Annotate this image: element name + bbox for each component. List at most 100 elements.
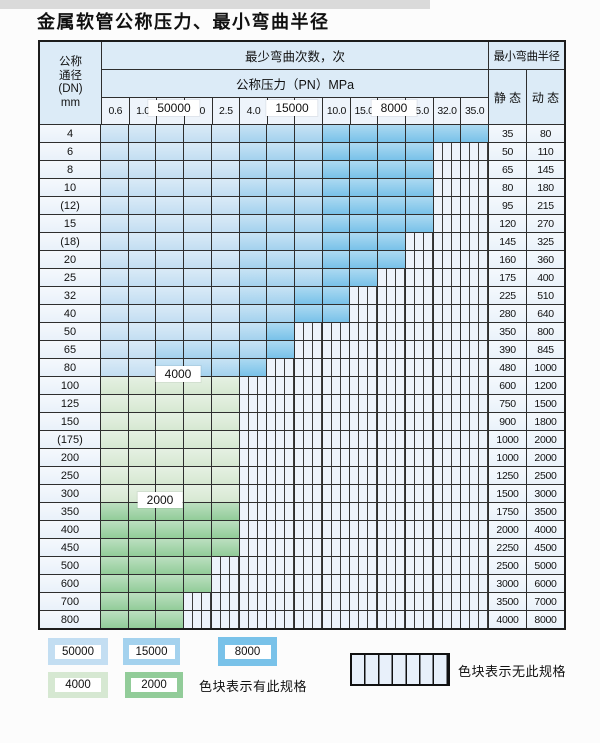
no-spec-cell xyxy=(405,593,434,610)
pressure-cell xyxy=(211,503,240,520)
static-radius-value: 750 xyxy=(489,395,527,412)
pressure-cell xyxy=(267,233,296,250)
pressure-cell xyxy=(239,323,268,340)
static-radius-value: 145 xyxy=(489,233,527,250)
legend-swatch-50000: 50000 xyxy=(48,638,108,665)
dn-cell: 10 xyxy=(40,179,101,196)
static-header-cell: 静 态 xyxy=(489,70,527,124)
no-spec-cell xyxy=(350,485,379,502)
pressure-cell xyxy=(156,611,185,628)
pressure-cell xyxy=(378,125,406,142)
pressure-cell xyxy=(184,305,212,322)
region-label-2000: 2000 xyxy=(137,492,183,508)
dynamic-radius-value: 80 xyxy=(527,125,564,142)
no-spec-cell xyxy=(295,341,323,358)
no-spec-cell xyxy=(350,341,379,358)
table-row: 400 2000 4000 xyxy=(40,520,564,538)
no-spec-cell xyxy=(461,557,490,574)
dynamic-radius-value: 3000 xyxy=(527,485,564,502)
no-spec-cell xyxy=(433,197,462,214)
pressure-cell xyxy=(184,197,212,214)
pressure-cell xyxy=(128,215,157,232)
pressure-cell xyxy=(322,269,351,286)
no-spec-cell xyxy=(378,359,406,376)
pressure-cell xyxy=(128,359,157,376)
pressure-cell xyxy=(128,179,157,196)
no-spec-cell xyxy=(433,179,462,196)
table-row: 32 225 510 xyxy=(40,286,564,304)
no-spec-cell xyxy=(378,467,406,484)
pressure-cell xyxy=(211,197,240,214)
dynamic-radius-value: 1800 xyxy=(527,413,564,430)
no-spec-cell xyxy=(461,161,490,178)
pressure-cell xyxy=(267,143,296,160)
no-spec-cell xyxy=(405,359,434,376)
no-spec-cell xyxy=(350,539,379,556)
pressure-cell xyxy=(184,449,212,466)
pressure-cell xyxy=(184,251,212,268)
no-spec-cell xyxy=(405,611,434,628)
no-spec-cell xyxy=(405,251,434,268)
no-spec-cell xyxy=(350,503,379,520)
pressure-column-header: 0.6 xyxy=(102,98,130,124)
no-spec-cell xyxy=(461,395,490,412)
pressure-cell xyxy=(101,467,129,484)
dynamic-radius-value: 1500 xyxy=(527,395,564,412)
no-spec-cell xyxy=(461,521,490,538)
no-spec-cell xyxy=(184,611,212,628)
dn-cell: 50 xyxy=(40,323,101,340)
no-spec-cell xyxy=(461,341,490,358)
dn-cell: 15 xyxy=(40,215,101,232)
pressure-cell xyxy=(156,305,185,322)
pressure-cell xyxy=(211,269,240,286)
pressure-cell xyxy=(211,143,240,160)
pressure-cell xyxy=(101,521,129,538)
no-spec-cell xyxy=(405,413,434,430)
pressure-cell xyxy=(128,449,157,466)
no-spec-cell xyxy=(350,377,379,394)
pressure-cell xyxy=(156,467,185,484)
no-spec-cell xyxy=(433,557,462,574)
no-spec-cell xyxy=(267,485,296,502)
dynamic-radius-value: 1000 xyxy=(527,359,564,376)
table-row: 20 160 360 xyxy=(40,250,564,268)
no-spec-cell xyxy=(378,413,406,430)
pressure-cell xyxy=(378,233,406,250)
legend-swatch-value: 8000 xyxy=(224,644,271,659)
pressure-cell xyxy=(239,341,268,358)
no-spec-cell xyxy=(433,377,462,394)
no-spec-cell xyxy=(322,557,351,574)
pressure-cell xyxy=(211,161,240,178)
pressure-cell xyxy=(211,431,240,448)
pressure-cell xyxy=(211,485,240,502)
no-spec-cell xyxy=(378,557,406,574)
no-spec-cell xyxy=(461,575,490,592)
no-spec-cell xyxy=(322,485,351,502)
pressure-cell xyxy=(211,233,240,250)
pressure-cell xyxy=(128,413,157,430)
dynamic-radius-value: 4000 xyxy=(527,521,564,538)
no-spec-cell xyxy=(267,575,296,592)
region-label-50000: 50000 xyxy=(148,100,200,116)
pressure-cell xyxy=(128,575,157,592)
pressure-cell xyxy=(101,269,129,286)
no-spec-cell xyxy=(461,485,490,502)
dynamic-radius-value: 325 xyxy=(527,233,564,250)
pressure-cell xyxy=(156,233,185,250)
table-row: 350 1750 3500 xyxy=(40,502,564,520)
pressure-cell xyxy=(267,287,296,304)
no-spec-cell xyxy=(433,143,462,160)
static-radius-value: 1000 xyxy=(489,431,527,448)
legend-no-spec-swatch xyxy=(350,653,450,686)
no-spec-cell xyxy=(405,467,434,484)
no-spec-cell xyxy=(322,359,351,376)
pressure-cell xyxy=(211,539,240,556)
no-spec-cell xyxy=(378,305,406,322)
dn-cell: 6 xyxy=(40,143,101,160)
pressure-column-header: 32.0 xyxy=(433,98,462,124)
no-spec-cell xyxy=(295,611,323,628)
no-spec-cell xyxy=(405,431,434,448)
no-spec-cell xyxy=(350,287,379,304)
no-spec-cell xyxy=(433,395,462,412)
pressure-cell xyxy=(433,125,462,142)
